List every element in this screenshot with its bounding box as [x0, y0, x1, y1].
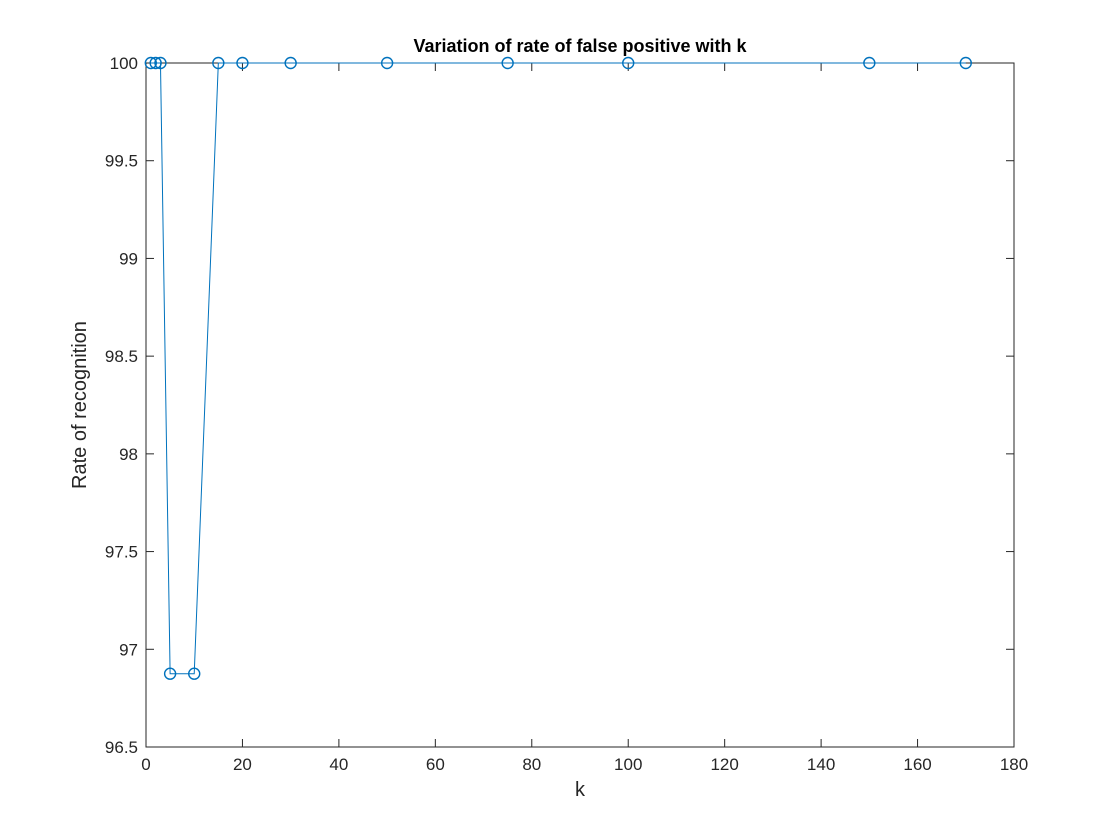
axes-box: [145, 62, 1015, 748]
y-tick-label: 97.5: [105, 543, 138, 562]
y-tick-label: 98.5: [105, 347, 138, 366]
data-point-marker: [501, 56, 514, 70]
data-point-marker: [154, 56, 167, 70]
y-tick-label: 100: [110, 54, 138, 73]
y-tick-label: 99: [119, 249, 138, 268]
data-point-marker: [380, 56, 394, 70]
data-point-marker: [149, 56, 162, 70]
y-axis: 96.5 97 97.5 98 98.5 99 99.5 100: [105, 54, 1014, 757]
x-tick-label: 100: [614, 755, 642, 774]
x-tick-label: 0: [141, 755, 150, 774]
y-axis-label: Rate of recognition: [69, 321, 91, 489]
plot-area: 96.5 97 97.5 98 98.5 99 99.5 100 0 20 40 60 80 100 12…: [105, 54, 1028, 774]
x-tick-label: 180: [1000, 755, 1028, 774]
data-point-marker: [144, 56, 158, 70]
series-layer: [144, 56, 972, 680]
data-point-marker: [284, 56, 297, 70]
data-point-marker: [188, 667, 201, 680]
x-tick-label: 140: [807, 755, 835, 774]
x-axis-label: k: [575, 779, 586, 801]
chart-title: Variation of rate of false positive with…: [413, 36, 747, 56]
data-point-marker: [863, 56, 876, 70]
data-point-marker: [622, 56, 635, 70]
data-point-marker: [163, 667, 177, 680]
y-tick-label: 97: [119, 640, 138, 659]
x-tick-label: 80: [522, 755, 541, 774]
x-tick-label: 20: [233, 755, 252, 774]
y-tick-label: 98: [119, 445, 138, 464]
x-tick-label: 160: [903, 755, 931, 774]
x-tick-label: 120: [710, 755, 738, 774]
data-point-marker: [236, 56, 249, 70]
x-tick-label: 40: [329, 755, 348, 774]
x-axis: 0 20 40 60 80 100 120 140 160 180: [141, 63, 1028, 774]
y-tick-label: 99.5: [105, 152, 138, 171]
y-tick-label: 96.5: [105, 738, 138, 757]
x-tick-label: 60: [426, 755, 445, 774]
data-point-marker: [959, 56, 972, 70]
data-point-marker: [212, 56, 225, 70]
